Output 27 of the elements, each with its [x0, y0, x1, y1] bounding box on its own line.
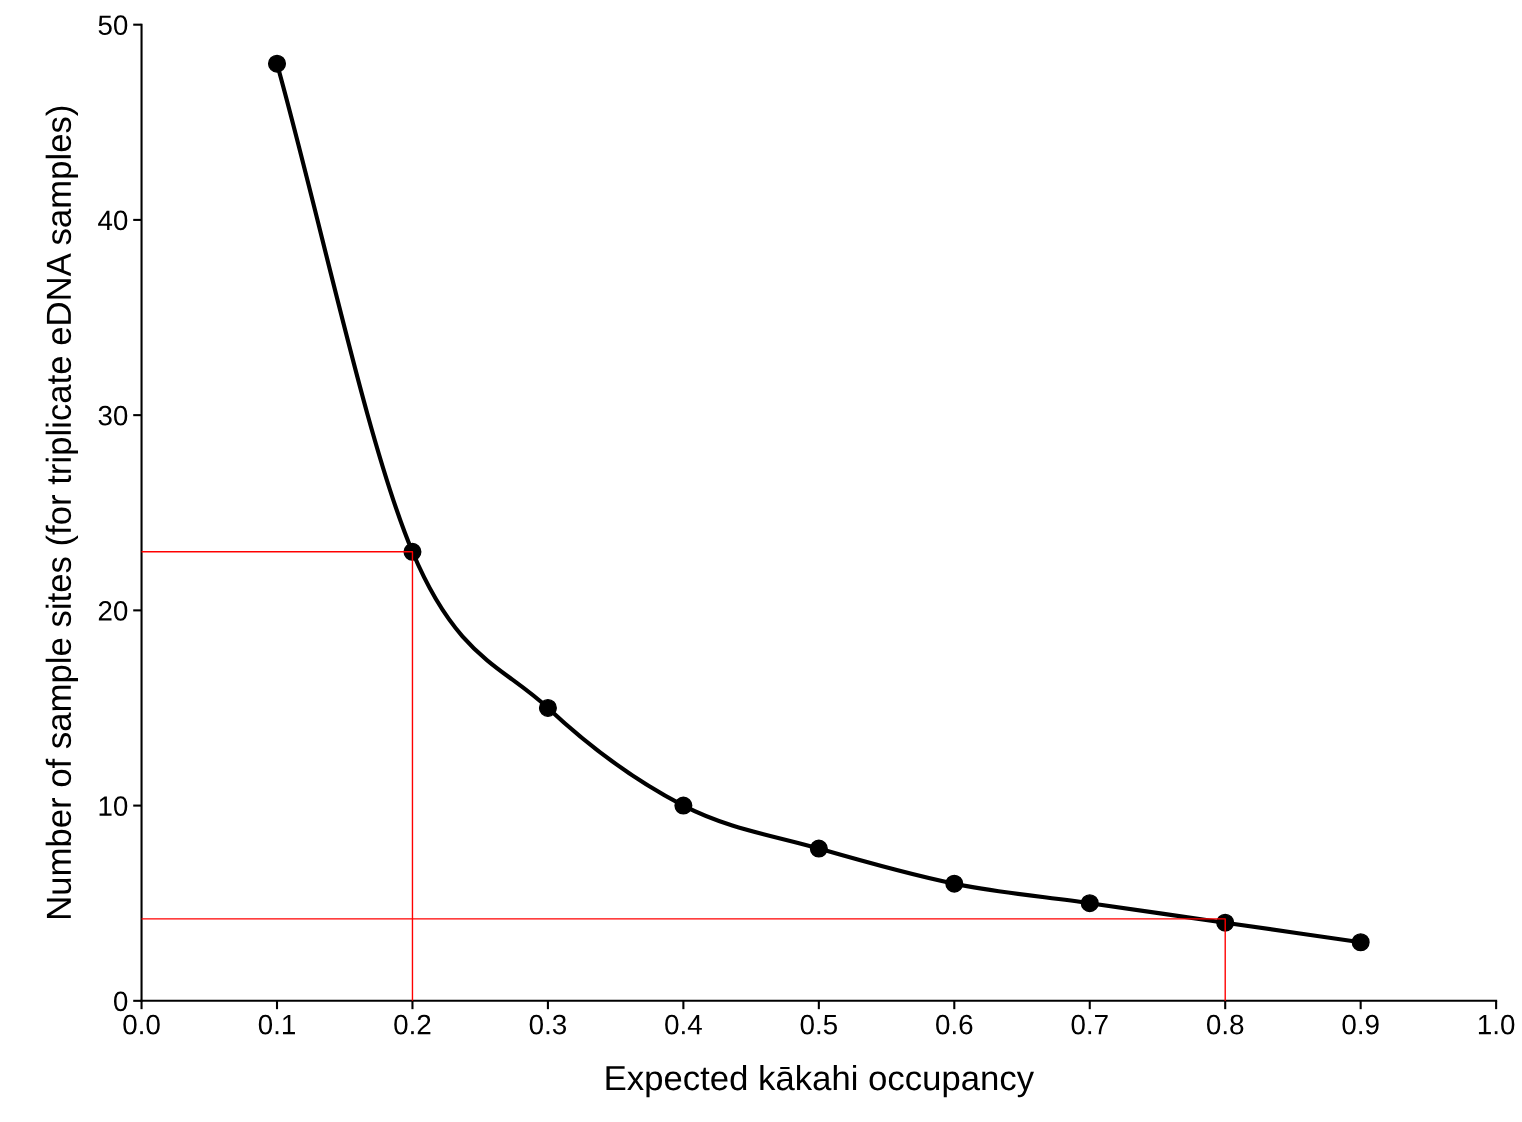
- point: [403, 542, 422, 561]
- point: [809, 839, 828, 858]
- y-tick-label: 50: [98, 15, 128, 36]
- y-tick-label: 30: [98, 405, 128, 426]
- point: [267, 54, 287, 73]
- x-tick-label: 0.8: [1206, 1014, 1244, 1035]
- x-tick-label: 0.5: [800, 1014, 837, 1035]
- y-tick-label: 0: [113, 991, 128, 1012]
- x-tick-label: 0.0: [123, 1014, 160, 1035]
- x-tick-label: 0.9: [1342, 1014, 1379, 1035]
- point: [945, 874, 964, 893]
- point: [1080, 894, 1099, 913]
- y-tick-label: 20: [98, 601, 128, 621]
- x-tick-label: 0.6: [936, 1014, 973, 1035]
- x-tick-label: 0.7: [1071, 1014, 1108, 1035]
- y-axis-title: Number of sample sites (for triplicate eDNA samples): [45, 106, 79, 919]
- x-axis-title: Expected kākahi occupancy: [606, 1064, 1034, 1098]
- point: [674, 796, 693, 815]
- x-tick-label: 0.1: [258, 1014, 295, 1035]
- x-tick-label: 0.3: [529, 1014, 567, 1035]
- x-tick-label: 0.4: [665, 1014, 702, 1035]
- point: [1351, 933, 1370, 952]
- y-tick-label: 40: [98, 210, 128, 231]
- point: [538, 698, 557, 718]
- y-tick-label: 10: [99, 796, 128, 816]
- x-tick-label: 1.0: [1478, 1014, 1515, 1035]
- x-tick-label: 0.2: [394, 1014, 431, 1035]
